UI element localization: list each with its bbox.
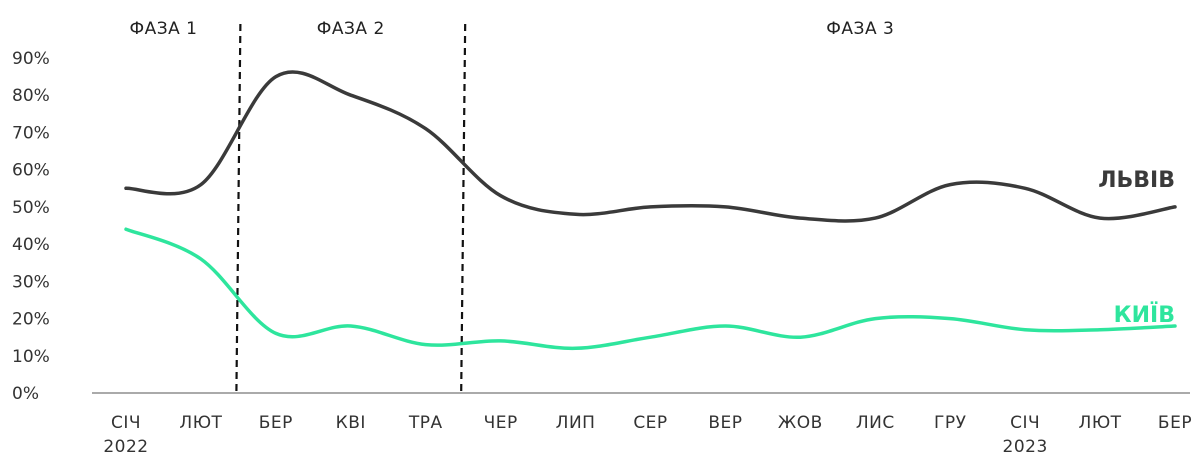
- y-tick-label: 30%: [12, 272, 50, 292]
- x-tick-label: ТРА: [408, 413, 443, 433]
- y-tick-label: 80%: [12, 86, 50, 106]
- x-tick-label: ЛИС: [856, 413, 895, 433]
- y-tick-label: 0%: [12, 384, 39, 404]
- series-line-0: [124, 70, 1177, 223]
- y-tick-label: 50%: [12, 198, 50, 218]
- x-tick-label: ЖОВ: [778, 413, 823, 433]
- x-tick-label: ВЕР: [708, 413, 742, 433]
- series-label: КИЇВ: [1114, 302, 1175, 328]
- x-tick-label: ГРУ: [934, 413, 967, 433]
- phase-label: ФАЗА 1: [129, 19, 197, 39]
- x-tick-label: СЕР: [633, 413, 667, 433]
- x-tick-label: ЧЕР: [484, 413, 518, 433]
- x-tick-label: ЛЮТ: [179, 413, 222, 433]
- y-tick-label: 70%: [12, 123, 50, 143]
- x-tick-label: БЕР: [259, 413, 293, 433]
- y-tick-label: 40%: [12, 235, 50, 255]
- y-tick-label: 20%: [12, 310, 50, 330]
- phase-boundary-line: [460, 23, 467, 394]
- phase-label: ФАЗА 3: [826, 19, 894, 39]
- x-tick-label: СІЧ: [111, 413, 141, 433]
- x-tick-label: КВІ: [336, 413, 366, 433]
- x-tick-label: БЕР: [1158, 413, 1192, 433]
- series-label: ЛЬВІВ: [1098, 168, 1175, 193]
- x-year-label: 2023: [1003, 437, 1048, 456]
- y-tick-label: 90%: [12, 49, 50, 69]
- x-tick-label: ЛЮТ: [1079, 413, 1122, 433]
- x-year-label: 2022: [103, 437, 148, 456]
- x-tick-label: ЛИП: [556, 413, 596, 433]
- x-tick-label: СІЧ: [1010, 413, 1040, 433]
- phase-boundary-line: [235, 23, 242, 394]
- series-line-1: [124, 227, 1177, 351]
- y-tick-label: 60%: [12, 161, 50, 181]
- phase-label: ФАЗА 2: [317, 19, 385, 39]
- y-tick-label: 10%: [12, 347, 50, 367]
